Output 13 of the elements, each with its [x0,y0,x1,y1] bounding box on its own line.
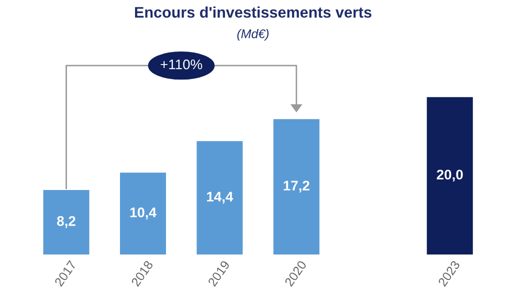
bar [273,119,320,255]
bar [196,141,243,255]
chart-subtitle: (Md€) [237,29,269,41]
bar [426,97,473,255]
bar [43,190,90,255]
data-label: 17,2 [284,180,310,193]
data-label: 20,0 [436,170,463,182]
data-label: 14,4 [207,192,234,204]
data-label: 8,2 [57,216,76,228]
data-label: 10,4 [130,207,156,220]
chart-title: Encours d'investissements verts [135,6,372,18]
text: +110% [160,59,202,70]
bar [120,172,166,255]
